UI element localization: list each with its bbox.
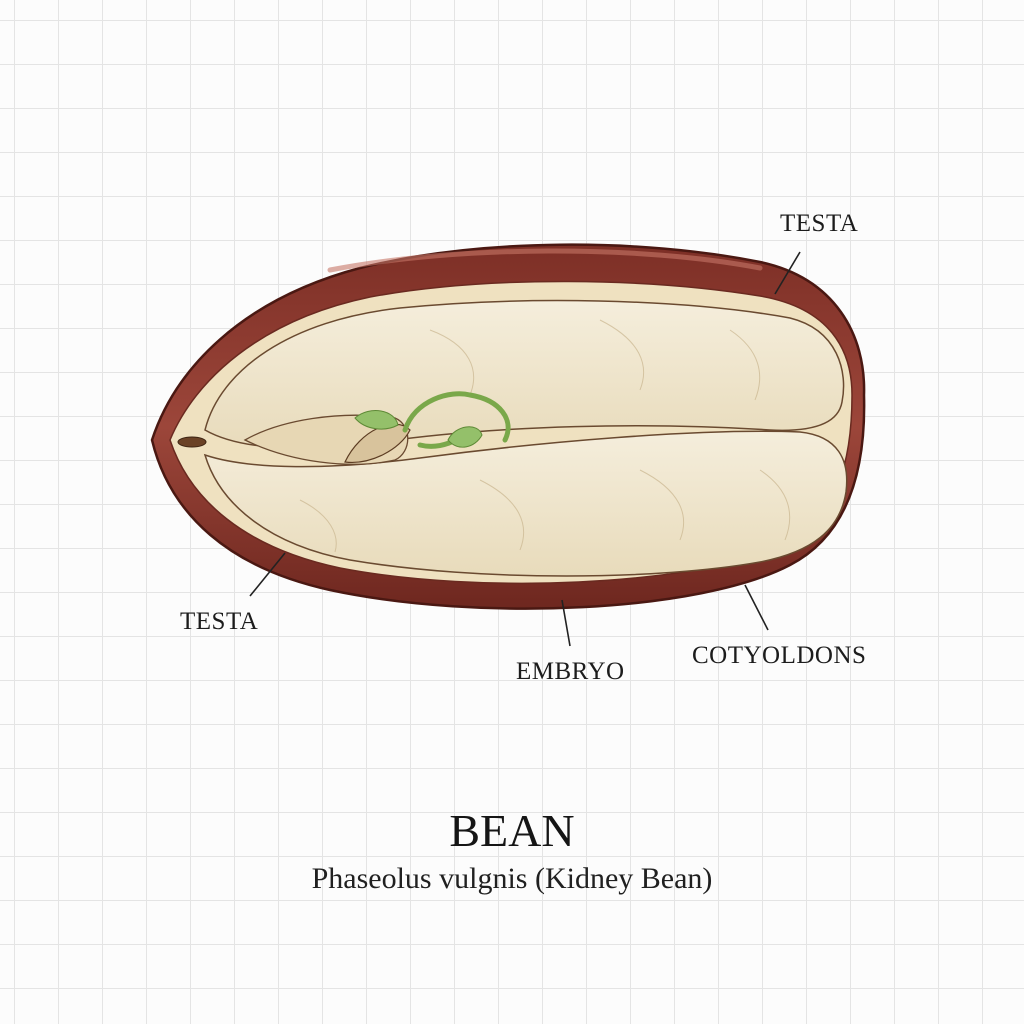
embryo-leaf-left [354, 410, 399, 430]
cotyledon-texture [299, 319, 791, 553]
label-testa-bottom: TESTA [180, 608, 259, 635]
diagram-title: BEAN [449, 805, 575, 856]
hilum [177, 436, 207, 448]
leader-testa-top [774, 251, 801, 295]
label-embryo: EMBRYO [516, 658, 625, 685]
embryo-leaf-right [447, 426, 483, 448]
leader-embryo [561, 599, 571, 647]
label-testa-top: TESTA [780, 210, 859, 237]
leader-cotyledons [744, 584, 769, 631]
seed-coat-highlight [327, 248, 763, 273]
label-cotyledons: COTYOLDONS [692, 642, 867, 669]
cotyledon-lower [203, 430, 848, 577]
leader-testa-bottom [249, 552, 286, 597]
leader-lines [249, 251, 801, 647]
diagram-subtitle: Phaseolus vulgnis (Kidney Bean) [311, 862, 713, 895]
embryo-plumule [344, 423, 411, 463]
